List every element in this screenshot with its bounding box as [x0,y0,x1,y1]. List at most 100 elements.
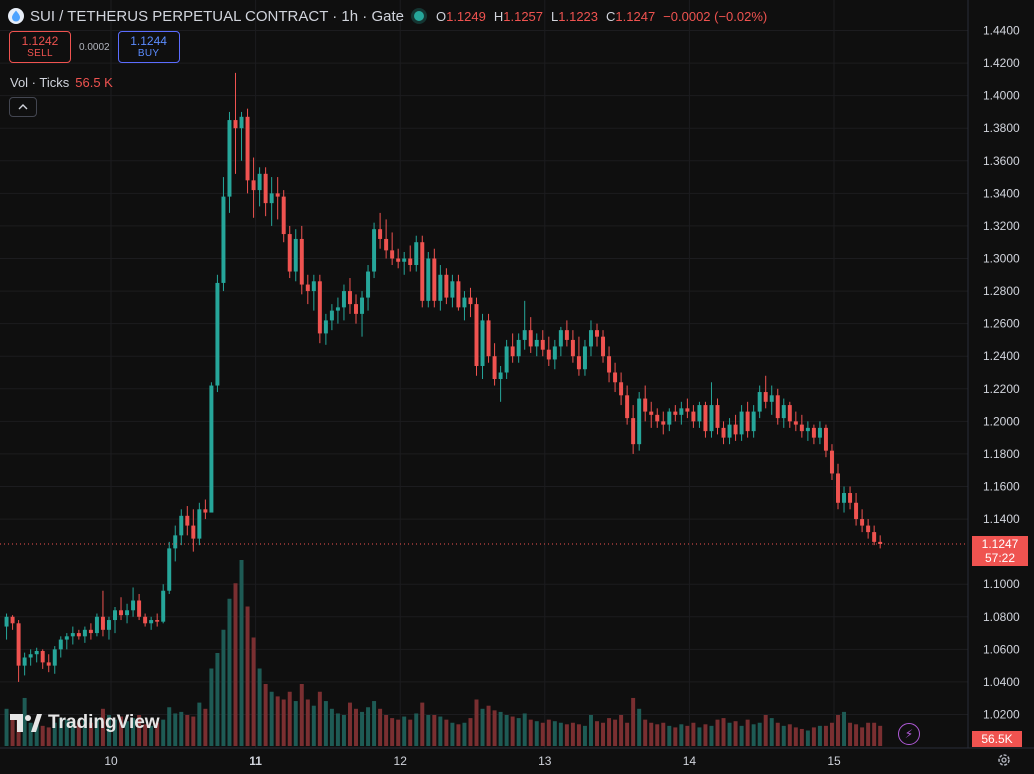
volume-bar [673,727,678,746]
time-axis-label: 14 [683,754,697,768]
tradingview-logo-icon [10,714,42,732]
candle-body [402,258,407,262]
price-axis-label: 1.0400 [983,675,1020,689]
candle-body [245,116,250,181]
collapse-legend-button[interactable] [9,97,37,117]
volume-bar [275,696,280,746]
candle-body [173,535,178,549]
time-axis-label: 11 [249,754,262,768]
candle-body [631,418,636,445]
volume-bar [468,718,473,746]
volume-bar [329,708,334,746]
volume-bar [305,699,310,746]
volume-bar [817,725,822,746]
candle-body [390,250,395,259]
volume-bar [384,715,389,746]
volume-tag: 56.5K [972,731,1022,747]
volume-bar [347,702,352,746]
volume-bar [239,560,244,746]
candle-body [462,297,467,308]
volume-bar [251,637,256,746]
time-axis-label: 12 [394,754,408,768]
candle-body [52,649,57,666]
volume-bar [745,719,750,746]
sell-button[interactable]: 1.1242 SELL [9,31,71,63]
tradingview-logo[interactable]: TradingView [10,712,160,734]
candle-body [564,330,569,340]
candle-body [311,281,316,292]
bar-countdown: 57:22 [984,551,1016,565]
candle-body [601,336,606,357]
candle-body [354,304,358,314]
symbol-title[interactable]: SUI / TETHERUS PERPETUAL CONTRACT · 1h ·… [30,7,404,25]
candle-body [323,320,328,334]
spread-value: 0.0002 [79,41,110,53]
price-axis-label: 1.2400 [983,349,1020,363]
candle-body [697,405,702,422]
candle-body [335,307,340,311]
volume-bar [631,697,636,746]
sell-price: 1.1242 [21,33,59,48]
candle-body [305,284,310,292]
market-open-indicator-icon [413,11,424,21]
candle-body [510,346,515,357]
volume-bar [739,725,744,746]
price-axis-label: 1.0200 [983,708,1020,722]
volume-bar [438,716,443,746]
candle-body [673,411,678,415]
candle-body [637,398,642,445]
volume-bar [486,705,491,746]
volume-bar [528,719,533,746]
volume-bar [727,722,732,746]
volume-bar [402,716,407,746]
candle-body [872,532,877,542]
candle-body [16,623,21,666]
volume-bar [414,713,419,746]
volume-bar [28,722,33,746]
candle-body [233,120,238,129]
candle-body [763,392,768,402]
candle-body [251,180,256,191]
volume-bar [149,725,154,746]
candle-body [661,421,666,425]
buy-button[interactable]: 1.1244 BUY [117,31,180,63]
price-axis-label: 1.1600 [983,480,1020,494]
candle-body [480,320,485,366]
volume-bar [540,722,545,746]
volume-bar [106,715,111,746]
candle-body [793,421,798,425]
candle-body [576,356,581,370]
low-value: 1.1223 [558,8,599,24]
candle-body [299,238,304,285]
candle-body [811,427,816,438]
volume-bar [751,724,756,746]
candle-body [125,610,130,616]
volume-bar [221,629,226,746]
candle-body [360,297,365,314]
symbol-header: SUI / TETHERUS PERPETUAL CONTRACT · 1h ·… [8,6,767,26]
sui-logo-icon[interactable] [8,8,24,24]
volume-bar [70,721,75,746]
volume-legend[interactable]: Vol · Ticks 56.5 K [10,75,113,90]
settings-gear-icon[interactable] [996,752,1012,768]
time-axis-label: 13 [538,754,552,768]
volume-bar [155,722,160,746]
volume-bar [119,716,124,746]
candle-body [474,304,479,366]
lightning-icon[interactable]: ⚡ [898,723,920,745]
candle-body [878,541,883,544]
candle-body [46,662,51,666]
volume-bar [661,722,666,746]
candle-body [40,650,45,663]
volume-bar [143,724,148,746]
price-axis-label: 1.1000 [983,577,1020,591]
volume-bar [197,702,202,746]
candle-body [860,519,865,526]
candle-body [88,629,93,634]
volume-bar [558,722,563,746]
candle-body [22,657,27,666]
candle-body [781,405,786,419]
volume-bar [209,668,214,746]
